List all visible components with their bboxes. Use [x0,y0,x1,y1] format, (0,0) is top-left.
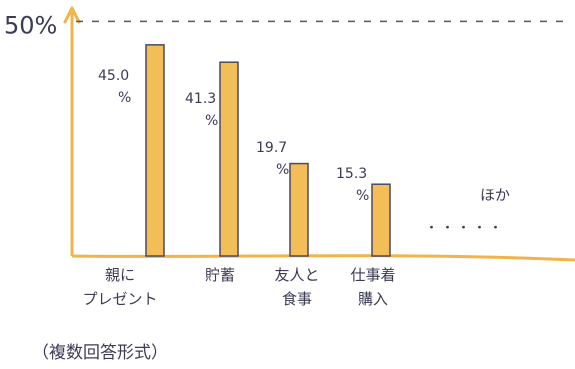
footnote: （複数回答形式） [32,343,168,363]
category-label-1-line1: 親に [105,266,135,284]
category-label-4-line2: 購入 [358,290,388,308]
bar-4 [371,183,391,257]
value-label-3: 19.7 [256,140,287,156]
value-label-percent-2: % [205,113,218,129]
value-label-4: 15.3 [336,166,367,182]
category-label-2: 貯蓄 [205,266,235,284]
bar-2 [219,61,239,257]
value-label-percent-4: % [356,188,369,204]
reference-label: 50% [4,11,57,39]
value-label-2: 41.3 [185,91,216,107]
value-label-1: 45.0 [98,68,129,84]
category-label-3-line1: 友人と [274,266,319,284]
category-label-4-line1: 仕事着 [350,266,395,284]
category-label-1-line2: プレゼント [82,290,157,308]
y-axis-arrow [63,6,81,24]
bar-1 [145,44,165,257]
category-label-3-line2: 食事 [282,290,312,308]
value-label-percent-3: % [276,162,289,178]
others-dots: ・・・・・ [425,221,505,236]
value-label-percent-1: % [118,90,131,106]
bar-3 [289,162,309,257]
others-label: ほか [480,186,510,204]
